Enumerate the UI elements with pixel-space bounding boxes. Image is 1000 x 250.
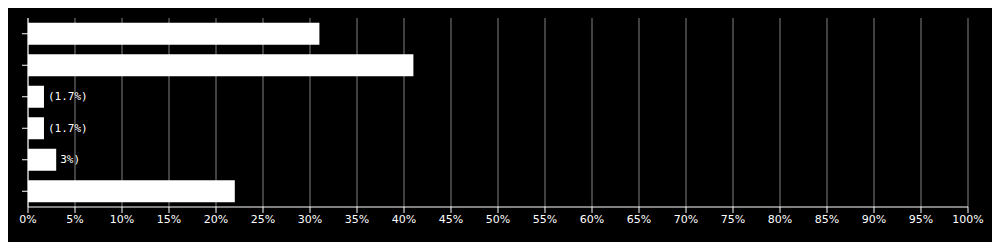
svg-text:(1.7%): (1.7%) bbox=[48, 122, 88, 135]
svg-text:55%: 55% bbox=[533, 213, 557, 226]
svg-text:100%: 100% bbox=[952, 213, 983, 226]
svg-text:65%: 65% bbox=[627, 213, 651, 226]
svg-text:(1.7%): (1.7%) bbox=[48, 90, 88, 103]
svg-text:85%: 85% bbox=[815, 213, 839, 226]
svg-text:25%: 25% bbox=[251, 213, 275, 226]
svg-text:20%: 20% bbox=[204, 213, 228, 226]
svg-text:95%: 95% bbox=[909, 213, 933, 226]
svg-text:45%: 45% bbox=[439, 213, 463, 226]
svg-text:5%: 5% bbox=[66, 213, 83, 226]
svg-text:40%: 40% bbox=[392, 213, 416, 226]
svg-text:60%: 60% bbox=[580, 213, 604, 226]
svg-text:80%: 80% bbox=[768, 213, 792, 226]
svg-text:90%: 90% bbox=[862, 213, 886, 226]
svg-text:0%: 0% bbox=[19, 213, 36, 226]
svg-text:35%: 35% bbox=[345, 213, 369, 226]
svg-text:3%): 3%) bbox=[60, 153, 80, 166]
svg-text:15%: 15% bbox=[157, 213, 181, 226]
svg-text:70%: 70% bbox=[674, 213, 698, 226]
svg-text:50%: 50% bbox=[486, 213, 510, 226]
svg-text:30%: 30% bbox=[298, 213, 322, 226]
svg-text:10%: 10% bbox=[110, 213, 134, 226]
svg-text:75%: 75% bbox=[721, 213, 745, 226]
